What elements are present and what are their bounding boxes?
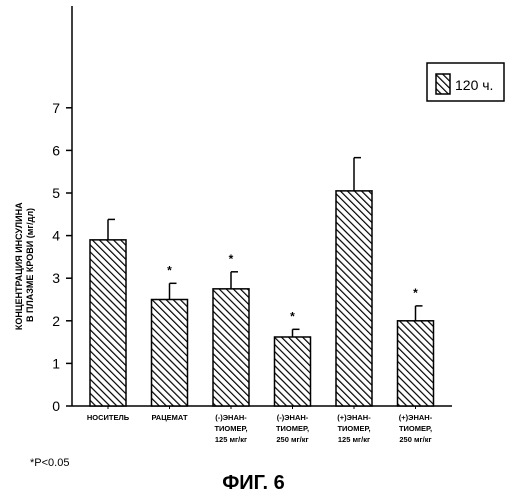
significance-footnote: *P<0.05 [30,457,69,469]
category-label-line: НОСИТЕЛЬ [87,413,130,422]
legend-label: 120 ч. [455,77,493,93]
y-ticks: 0 1 2 3 4 5 6 7 [52,100,72,414]
axes [72,6,452,406]
bar [213,289,249,406]
category-label-line: 250 мг/кг [276,435,308,444]
bar [275,337,311,406]
bar [398,321,434,406]
y-tick-label: 2 [52,313,60,329]
y-axis-label-line-2: В ПЛАЗМЕ КРОВИ (мг/дл) [25,208,35,322]
y-tick-label: 1 [52,355,60,371]
category-label-line: (-)ЭНАН- [215,413,247,422]
category-label-line: ТИОМЕР, [276,424,309,433]
y-axis-label-line-1: КОНЦЕНТРАЦИЯ ИНСУЛИНА [14,202,24,330]
category-label: НОСИТЕЛЬ [87,413,130,422]
category-label: РАЦЕМАТ [151,413,188,422]
category-label-line: (+)ЭНАН- [337,413,371,422]
category-label: (-)ЭНАН- ТИОМЕР, 250 мг/кг [276,413,309,444]
category-label-line: 250 мг/кг [399,435,431,444]
significance-star: * [413,286,418,300]
y-tick-label: 6 [52,142,60,158]
category-label-line: (+)ЭНАН- [399,413,433,422]
category-label-line: ТИОМЕР, [337,424,370,433]
category-label-line: 125 мг/кг [338,435,370,444]
y-axis-label: КОНЦЕНТРАЦИЯ ИНСУЛИНА В ПЛАЗМЕ КРОВИ (мг… [14,200,35,330]
bars [90,191,434,406]
category-label-line: РАЦЕМАТ [151,413,188,422]
category-label: (+)ЭНАН- ТИОМЕР, 250 мг/кг [399,413,433,444]
bar [90,240,126,406]
y-tick-label: 0 [52,398,60,414]
y-tick-label: 7 [52,100,60,116]
category-label-line: ТИОМЕР, [399,424,432,433]
bar [336,191,372,406]
legend: 120 ч. [427,63,504,101]
significance-star: * [229,252,234,266]
category-labels: НОСИТЕЛЬРАЦЕМАТ(-)ЭНАН-ТИОМЕР,125 мг/кг(… [87,406,433,444]
bar [152,300,188,407]
legend-swatch [436,74,450,94]
significance-markers: * * * * [167,252,418,324]
category-label-line: 125 мг/кг [215,435,247,444]
category-label-line: (-)ЭНАН- [277,413,309,422]
figure-caption: ФИГ. 6 [0,472,507,495]
category-label-line: ТИОМЕР, [214,424,247,433]
category-label: (+)ЭНАН- ТИОМЕР, 125 мг/кг [337,413,371,444]
y-tick-label: 4 [52,228,60,244]
y-tick-label: 5 [52,185,60,201]
significance-star: * [167,263,172,277]
significance-star: * [290,309,295,323]
y-tick-label: 3 [52,270,60,286]
category-label: (-)ЭНАН- ТИОМЕР, 125 мг/кг [214,413,247,444]
